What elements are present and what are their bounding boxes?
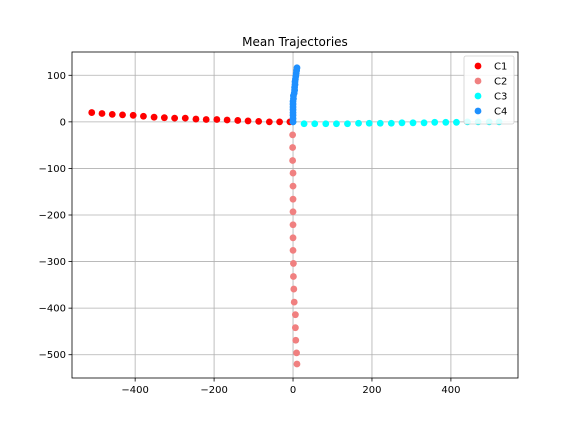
data-point-c2: [289, 221, 297, 229]
data-point-c3: [442, 118, 450, 126]
legend-label: C2: [494, 77, 507, 88]
y-tick-label: −100: [39, 164, 66, 175]
x-tick-label: 400: [441, 385, 460, 396]
data-point-c1: [150, 113, 158, 121]
legend-marker-c4: [474, 107, 482, 115]
data-point-c1: [223, 116, 231, 124]
data-point-c2: [291, 324, 299, 332]
data-point-c2: [290, 260, 297, 267]
legend-label: C4: [494, 107, 507, 118]
data-point-c1: [98, 110, 106, 117]
data-point-c2: [289, 182, 297, 190]
data-point-c3: [333, 120, 340, 128]
data-point-c1: [192, 115, 200, 123]
data-point-c2: [289, 169, 297, 177]
data-point-c2: [290, 273, 297, 280]
data-point-c2: [289, 144, 297, 151]
x-tick-label: −200: [200, 385, 227, 396]
data-point-c2: [289, 234, 297, 242]
data-point-c3: [344, 120, 351, 128]
chart-title: Mean Trajectories: [242, 35, 348, 49]
data-point-c3: [300, 120, 308, 128]
data-point-c1: [213, 116, 221, 123]
legend-marker-c3: [474, 92, 482, 100]
data-point-c2: [291, 311, 299, 319]
data-point-c1: [88, 109, 96, 116]
y-tick-label: −200: [39, 211, 66, 222]
data-point-c2: [289, 246, 297, 254]
data-point-c1: [129, 111, 137, 119]
y-tick-label: −400: [39, 304, 66, 315]
data-point-c1: [265, 118, 273, 126]
data-point-c3: [431, 118, 439, 126]
data-point-c3: [322, 120, 330, 128]
data-point-c2: [289, 195, 297, 203]
data-point-c3: [420, 119, 428, 127]
data-point-c1: [171, 114, 179, 122]
data-point-c1: [244, 117, 252, 125]
x-tick-label: −400: [121, 385, 148, 396]
legend-marker-c2: [474, 77, 482, 85]
y-tick-label: −500: [39, 350, 66, 361]
data-point-c1: [234, 117, 242, 124]
data-point-c1: [140, 112, 147, 120]
data-point-c3: [355, 119, 362, 127]
legend-box: [463, 55, 515, 125]
data-point-c3: [453, 118, 460, 126]
data-point-c4: [293, 64, 301, 72]
plot-frame: [71, 51, 519, 379]
data-point-c3: [409, 119, 417, 127]
data-point-c1: [255, 117, 263, 125]
data-point-c2: [290, 298, 298, 306]
data-point-c3: [311, 120, 319, 128]
data-point-c3: [376, 119, 384, 127]
data-points: [88, 64, 503, 368]
data-point-c3: [365, 119, 373, 127]
data-point-c2: [293, 360, 301, 368]
data-point-c3: [387, 119, 395, 127]
data-point-c1: [160, 114, 168, 122]
data-point-c1: [276, 118, 284, 126]
y-tick-label: −300: [39, 257, 66, 268]
data-point-c1: [202, 116, 210, 123]
data-point-c1: [181, 114, 189, 122]
x-tick-label: 0: [290, 385, 296, 396]
data-point-c2: [289, 157, 297, 164]
y-tick-label: 100: [47, 71, 66, 82]
data-point-c2: [289, 131, 297, 139]
data-point-c2: [290, 285, 298, 293]
data-point-c2: [292, 336, 300, 344]
legend-label: C3: [494, 92, 507, 103]
data-point-c1: [119, 111, 126, 119]
legend: C1 C2 C3 C4: [463, 55, 515, 125]
y-tick-label: 0: [60, 117, 66, 128]
data-point-c2: [289, 208, 297, 216]
data-point-c2: [293, 349, 300, 357]
legend-marker-c1: [474, 62, 482, 70]
x-tick-label: 200: [362, 385, 381, 396]
data-point-c3: [398, 119, 406, 127]
data-point-c1: [108, 111, 116, 118]
legend-label: C1: [494, 62, 507, 73]
axis-ticks: −400 −200 0 200 400 100 0 −100 −200 −300 −400 −500: [39, 71, 461, 396]
